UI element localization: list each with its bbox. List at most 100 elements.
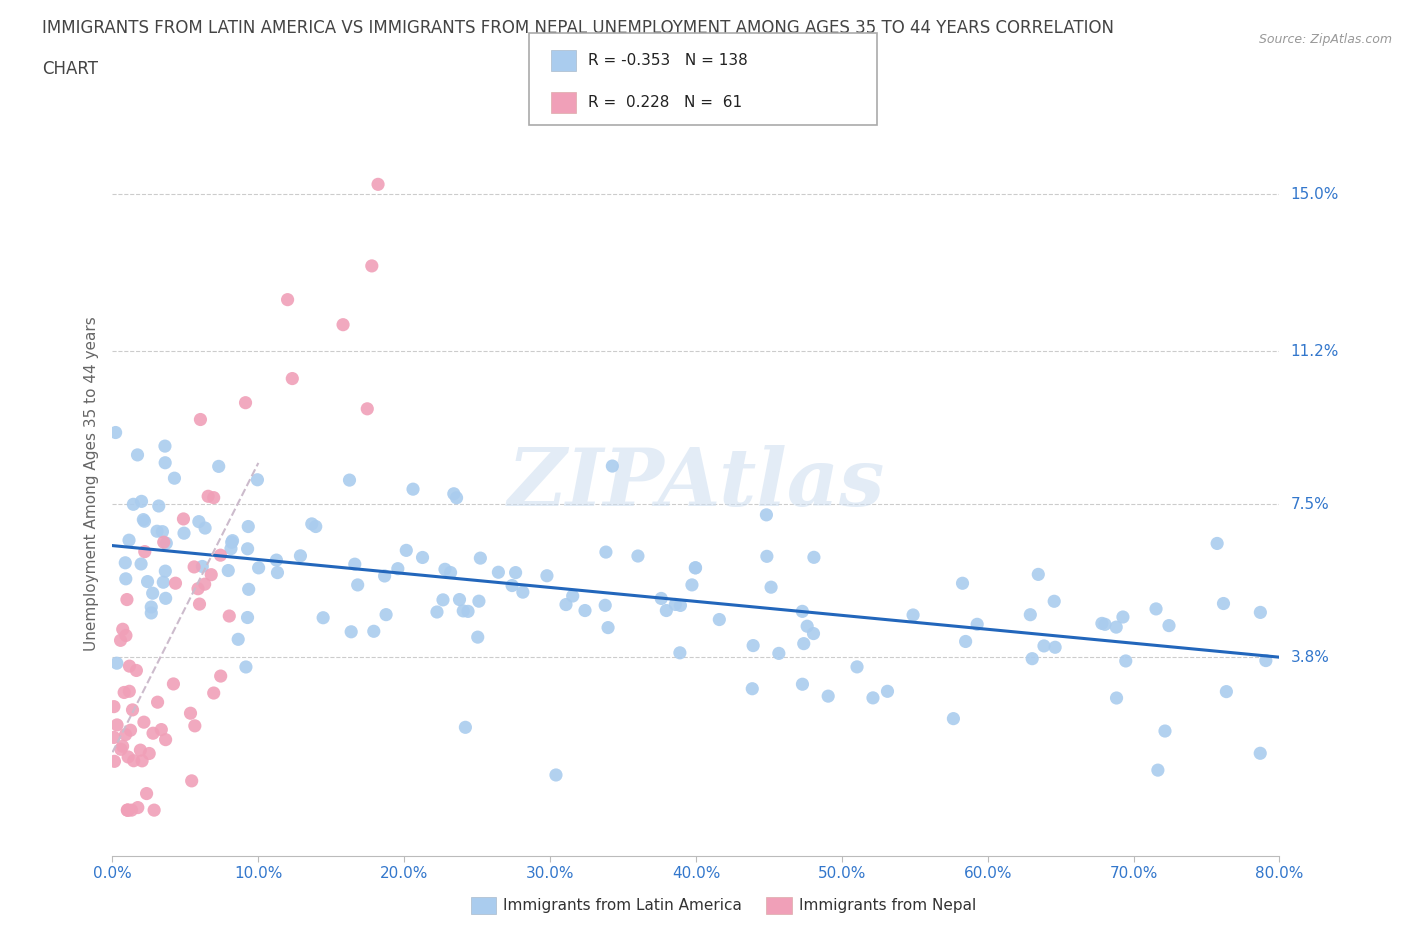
Text: 3.8%: 3.8%: [1291, 650, 1330, 665]
Point: [443, 486, 465, 501]
Point: [595, 545, 617, 560]
Text: Source: ZipAtlas.com: Source: ZipAtlas.com: [1258, 33, 1392, 46]
Point: [741, 682, 763, 697]
Point: [184, 718, 207, 733]
Point: [236, 541, 259, 556]
Point: [439, 565, 461, 580]
Y-axis label: Unemployment Among Ages 35 to 44 years: Unemployment Among Ages 35 to 44 years: [83, 316, 98, 651]
Point: [235, 659, 257, 674]
Point: [685, 561, 707, 576]
Point: [118, 533, 141, 548]
Point: [180, 774, 202, 789]
Point: [395, 543, 418, 558]
Point: [152, 525, 174, 539]
Point: [105, 717, 128, 732]
Point: [467, 630, 489, 644]
Point: [685, 561, 707, 576]
Point: [132, 512, 155, 527]
Point: [793, 636, 815, 651]
Point: [1112, 609, 1135, 624]
Point: [426, 604, 449, 619]
Point: [190, 412, 212, 427]
Point: [197, 489, 219, 504]
Point: [669, 645, 692, 660]
Point: [1157, 618, 1180, 633]
Point: [219, 541, 242, 556]
Point: [367, 177, 389, 192]
Point: [412, 550, 434, 565]
Point: [103, 730, 125, 745]
Point: [266, 565, 288, 580]
Point: [305, 519, 328, 534]
Text: CHART: CHART: [42, 60, 98, 78]
Point: [1091, 616, 1114, 631]
Point: [876, 684, 898, 698]
Point: [451, 604, 474, 618]
Point: [1115, 654, 1137, 669]
Point: [235, 395, 257, 410]
Point: [387, 561, 409, 576]
Point: [163, 471, 186, 485]
Point: [1249, 746, 1271, 761]
Point: [120, 723, 142, 737]
Point: [561, 589, 583, 604]
Point: [332, 317, 354, 332]
Text: R =  0.228   N =  61: R = 0.228 N = 61: [588, 95, 742, 110]
Point: [118, 658, 141, 673]
Point: [375, 607, 398, 622]
Point: [114, 727, 136, 742]
Point: [155, 732, 177, 747]
Point: [141, 600, 163, 615]
Point: [346, 578, 368, 592]
Point: [127, 447, 149, 462]
Point: [114, 555, 136, 570]
Point: [103, 754, 125, 769]
Point: [1043, 640, 1066, 655]
Point: [132, 715, 155, 730]
Point: [208, 458, 231, 473]
Point: [115, 592, 138, 607]
Point: [226, 631, 249, 646]
Point: [759, 579, 782, 594]
Point: [238, 519, 260, 534]
Point: [501, 578, 523, 593]
Point: [172, 512, 194, 526]
Point: [194, 521, 217, 536]
Point: [593, 598, 616, 613]
Point: [238, 582, 260, 597]
Point: [792, 677, 814, 692]
Point: [1094, 617, 1116, 631]
Point: [202, 490, 225, 505]
Point: [122, 753, 145, 768]
Point: [312, 610, 335, 625]
Point: [129, 743, 152, 758]
Point: [117, 750, 139, 764]
Point: [111, 738, 134, 753]
Point: [136, 574, 159, 589]
Point: [142, 586, 165, 601]
Point: [187, 581, 209, 596]
Point: [574, 603, 596, 618]
Point: [281, 371, 304, 386]
Point: [209, 669, 232, 684]
Point: [152, 535, 174, 550]
Point: [433, 562, 456, 577]
Point: [449, 592, 471, 607]
Point: [191, 559, 214, 574]
Point: [955, 634, 977, 649]
Point: [1033, 639, 1056, 654]
Point: [202, 685, 225, 700]
Point: [114, 571, 136, 586]
Text: IMMIGRANTS FROM LATIN AMERICA VS IMMIGRANTS FROM NEPAL UNEMPLOYMENT AMONG AGES 3: IMMIGRANTS FROM LATIN AMERICA VS IMMIGRA…: [42, 19, 1114, 36]
Point: [360, 259, 382, 273]
Point: [457, 604, 479, 618]
Point: [187, 514, 209, 529]
Point: [1206, 536, 1229, 551]
Point: [402, 482, 425, 497]
Point: [432, 592, 454, 607]
Point: [152, 575, 174, 590]
Point: [111, 622, 134, 637]
Point: [290, 549, 312, 564]
Point: [115, 628, 138, 643]
Point: [143, 803, 166, 817]
